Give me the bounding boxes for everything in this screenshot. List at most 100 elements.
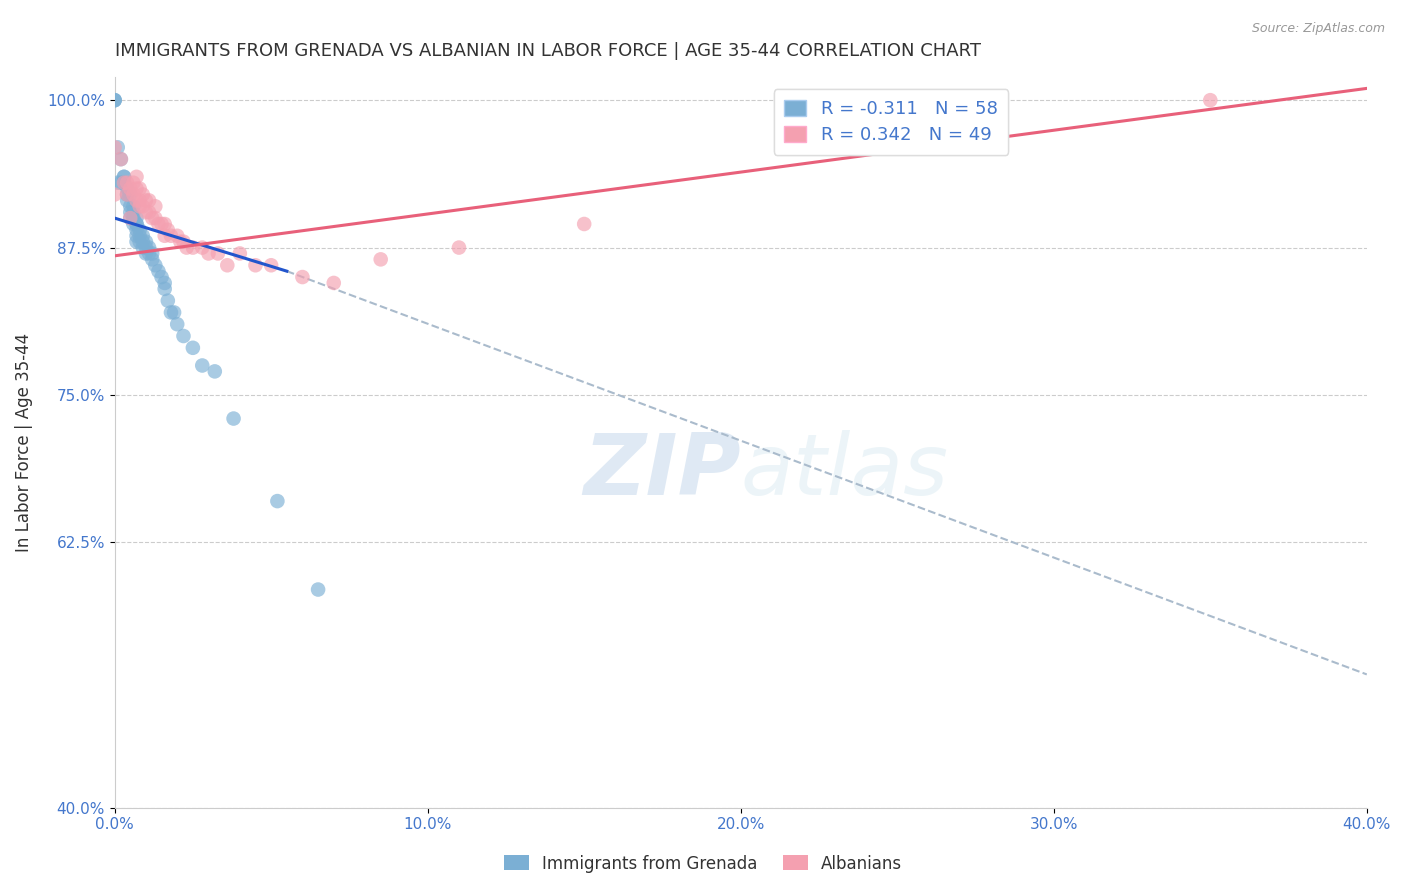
Point (128, 228, 150, 243)
Point (138, 194, 160, 208)
Point (115, 187, 138, 202)
Point (125, 194, 148, 208)
Legend: Immigrants from Grenada, Albanians: Immigrants from Grenada, Albanians (498, 848, 908, 880)
Point (141, 252, 163, 267)
Point (447, 241, 470, 255)
Point (104, 140, 127, 154)
Point (148, 264, 170, 278)
Point (125, 169, 148, 184)
Point (110, 152, 132, 166)
Point (125, 228, 148, 243)
Point (122, 176, 145, 190)
Point (160, 305, 183, 319)
Point (110, 176, 132, 190)
Point (191, 241, 214, 255)
Point (128, 181, 150, 195)
Point (156, 293, 179, 308)
Point (132, 235, 155, 249)
Point (229, 246, 252, 260)
Point (122, 199, 145, 213)
Point (150, 270, 173, 285)
Point (120, 211, 142, 225)
Point (122, 211, 145, 225)
Point (245, 258, 267, 272)
Point (135, 241, 157, 255)
Point (172, 329, 194, 343)
Point (291, 270, 314, 285)
Point (122, 217, 145, 231)
Point (166, 228, 188, 243)
Point (160, 228, 183, 243)
Point (153, 228, 176, 243)
Point (115, 176, 138, 190)
Point (125, 181, 148, 195)
Point (125, 217, 148, 231)
Point (132, 187, 155, 202)
Point (266, 494, 288, 508)
Point (153, 276, 176, 290)
Text: atlas: atlas (741, 430, 949, 513)
Point (112, 169, 135, 184)
Point (115, 187, 138, 202)
Point (150, 217, 173, 231)
Point (104, 187, 127, 202)
Point (122, 187, 145, 202)
Text: ZIP: ZIP (583, 430, 741, 513)
Point (122, 211, 145, 225)
Text: IMMIGRANTS FROM GRENADA VS ALBANIAN IN LABOR FORCE | AGE 35-44 CORRELATION CHART: IMMIGRANTS FROM GRENADA VS ALBANIAN IN L… (115, 42, 980, 60)
Point (115, 187, 138, 202)
Point (217, 258, 239, 272)
Point (141, 211, 163, 225)
Point (128, 199, 150, 213)
Point (104, 93, 127, 107)
Point (128, 194, 150, 208)
Point (1199, 93, 1222, 107)
Point (115, 181, 138, 195)
Point (143, 211, 166, 225)
Point (132, 241, 155, 255)
Point (128, 235, 150, 249)
Point (104, 93, 127, 107)
Point (143, 258, 166, 272)
Point (191, 359, 214, 373)
Point (120, 187, 142, 202)
Point (370, 252, 392, 267)
Point (156, 223, 179, 237)
Point (138, 241, 160, 255)
Point (115, 194, 138, 208)
Point (141, 246, 163, 260)
Point (153, 217, 176, 231)
Point (107, 140, 129, 154)
Point (148, 217, 170, 231)
Point (135, 205, 157, 219)
Point (204, 364, 226, 378)
Point (104, 93, 127, 107)
Point (120, 205, 142, 219)
Point (132, 228, 155, 243)
Point (307, 582, 329, 597)
Point (135, 246, 157, 260)
Point (112, 176, 135, 190)
Y-axis label: In Labor Force | Age 35-44: In Labor Force | Age 35-44 (15, 333, 32, 551)
Point (112, 176, 135, 190)
Point (138, 205, 160, 219)
Point (163, 305, 186, 319)
Point (322, 276, 344, 290)
Point (207, 246, 229, 260)
Point (120, 199, 142, 213)
Point (120, 181, 142, 195)
Point (260, 258, 283, 272)
Point (143, 199, 166, 213)
Point (572, 217, 595, 231)
Point (122, 205, 145, 219)
Point (107, 176, 129, 190)
Point (128, 223, 150, 237)
Point (181, 241, 204, 255)
Legend: R = -0.311   N = 58, R = 0.342   N = 49: R = -0.311 N = 58, R = 0.342 N = 49 (773, 89, 1008, 154)
Point (120, 211, 142, 225)
Point (153, 282, 176, 296)
Point (166, 317, 188, 331)
Point (135, 194, 157, 208)
Point (176, 241, 198, 255)
Point (197, 246, 219, 260)
